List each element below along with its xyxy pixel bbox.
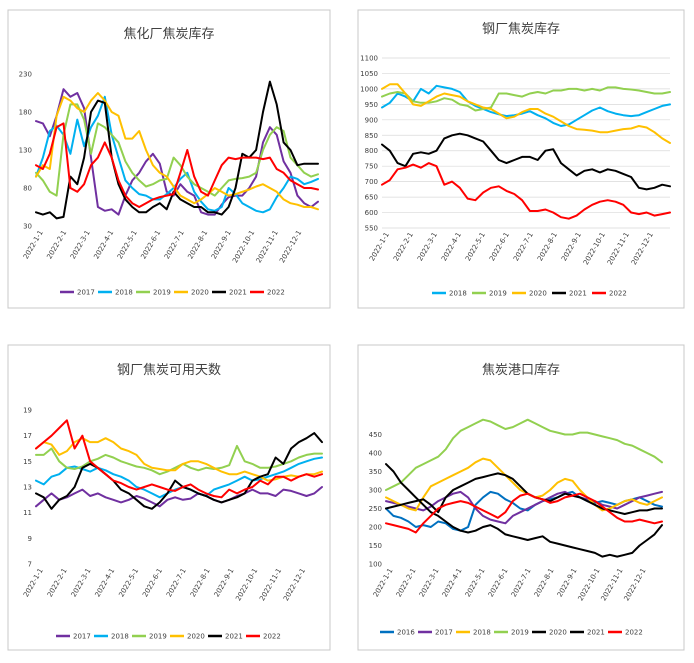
- chart-title: 钢厂焦炭可用天数: [117, 363, 221, 378]
- series-line-2021: [35, 432, 323, 510]
- series-line-2019: [35, 103, 319, 197]
- y-tick-label: 950: [365, 101, 378, 109]
- series-line-2018: [385, 457, 663, 512]
- y-tick-label: 400: [369, 450, 382, 458]
- legend-label: 2019: [149, 633, 167, 641]
- series-line-2022: [385, 492, 663, 534]
- y-tick-label: 230: [19, 71, 32, 79]
- legend-label: 2019: [489, 290, 507, 298]
- series-line-2019: [381, 86, 671, 112]
- legend-label: 2020: [529, 290, 547, 298]
- y-tick-label: 17: [23, 432, 32, 440]
- legend-label: 2019: [511, 629, 529, 637]
- legend-label: 2017: [435, 629, 453, 637]
- panel-frame: [357, 344, 685, 651]
- y-tick-label: 200: [369, 524, 382, 532]
- series-line-2020: [385, 463, 663, 558]
- series-line-2019: [385, 418, 663, 491]
- series-line-2018: [381, 84, 671, 127]
- y-tick-label: 750: [365, 163, 378, 171]
- y-tick-label: 1050: [360, 70, 378, 78]
- legend-label: 2018: [449, 290, 467, 298]
- series-line-2020: [35, 92, 319, 211]
- y-tick-label: 650: [365, 194, 378, 202]
- legend-label: 2017: [77, 289, 95, 297]
- legend-label: 2021: [229, 289, 247, 297]
- y-tick-label: 450: [369, 431, 382, 439]
- legend-label: 2020: [549, 629, 567, 637]
- y-tick-label: 1100: [360, 55, 378, 63]
- legend-label: 2021: [587, 629, 605, 637]
- y-tick-label: 150: [369, 542, 382, 550]
- legend-label: 2022: [609, 290, 627, 298]
- y-tick-label: 130: [19, 147, 32, 155]
- y-tick-label: 30: [23, 223, 32, 231]
- legend-label: 2018: [473, 629, 491, 637]
- legend-label: 2022: [625, 629, 643, 637]
- y-tick-label: 9: [28, 535, 32, 543]
- y-tick-label: 350: [369, 468, 382, 476]
- y-tick-label: 100: [369, 561, 382, 569]
- series-line-2022: [35, 122, 319, 208]
- series-line-2021: [385, 472, 663, 515]
- y-tick-label: 300: [369, 487, 382, 495]
- y-tick-label: 1000: [360, 85, 378, 93]
- y-tick-label: 7: [28, 561, 32, 569]
- legend-label: 2020: [187, 633, 205, 641]
- y-tick-label: 80: [23, 185, 32, 193]
- legend-label: 2022: [267, 289, 285, 297]
- y-tick-label: 600: [365, 209, 378, 217]
- chart-title: 钢厂焦炭库存: [482, 21, 560, 37]
- y-tick-label: 250: [369, 505, 382, 513]
- legend-label: 2018: [115, 289, 133, 297]
- y-tick-label: 180: [19, 109, 32, 117]
- y-tick-label: 900: [365, 116, 378, 124]
- legend-label: 2022: [263, 633, 281, 641]
- y-tick-label: 700: [365, 178, 378, 186]
- y-tick-label: 15: [23, 458, 32, 466]
- chart-title: 焦炭港口库存: [482, 362, 560, 378]
- panel-frame: [357, 9, 685, 309]
- series-line-2020: [381, 83, 671, 144]
- y-tick-label: 13: [23, 484, 32, 492]
- legend-label: 2018: [111, 633, 129, 641]
- legend-label: 2017: [73, 633, 91, 641]
- series-line-2022: [35, 419, 323, 499]
- series-line-2017: [35, 486, 323, 508]
- y-tick-label: 550: [365, 225, 378, 233]
- y-tick-label: 850: [365, 132, 378, 140]
- series-line-2021: [381, 132, 671, 191]
- series-line-2021: [35, 80, 319, 220]
- y-tick-label: 11: [23, 509, 32, 517]
- legend-label: 2020: [191, 289, 209, 297]
- chart-panel-2: 钢厂焦炭库存 550 600 650 700 750 800 850 900 950 1000 105…: [357, 9, 685, 309]
- legend-label: 2021: [569, 290, 587, 298]
- chart-title: 焦化厂焦炭库存: [123, 26, 214, 42]
- series-line-2022: [381, 162, 671, 220]
- y-tick-label: 800: [365, 147, 378, 155]
- y-tick-label: 19: [23, 407, 32, 415]
- legend-label: 2019: [153, 289, 171, 297]
- legend-label: 2016: [397, 629, 415, 637]
- legend-label: 2021: [225, 633, 243, 641]
